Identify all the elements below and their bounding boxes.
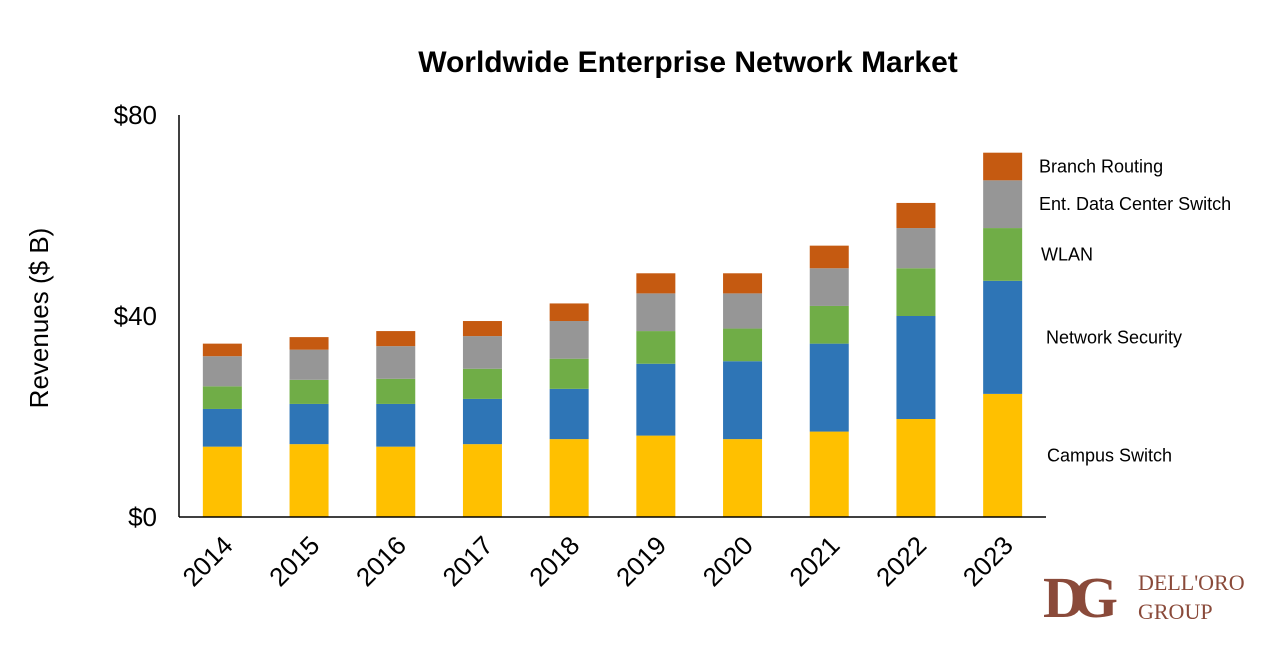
bar-segment-campus-switch-2020 [723, 439, 763, 517]
y-tick-label: $0 [128, 502, 157, 532]
bar-segment-network-security-2014 [202, 408, 242, 447]
bar-segment-branch-routing-2018 [549, 303, 589, 322]
bar-segment-wlan-2020 [723, 328, 763, 362]
bar-segment-campus-switch-2023 [983, 393, 1023, 517]
bar-segment-wlan-2022 [896, 268, 936, 316]
bar-segment-branch-routing-2022 [896, 202, 936, 229]
x-tick-label: 2016 [350, 530, 412, 592]
bar-segment-branch-routing-2016 [376, 331, 416, 347]
logo-mark-icon: DG [1043, 565, 1117, 630]
y-tick-label: $40 [114, 301, 157, 331]
bar-segment-branch-routing-2023 [983, 152, 1023, 181]
bar-segment-campus-switch-2019 [636, 435, 676, 517]
bar-segment-campus-switch-2022 [896, 419, 936, 517]
x-tick-label: 2014 [176, 530, 238, 592]
logo-line1: DELL'ORO [1138, 570, 1245, 595]
x-tick-label: 2021 [783, 530, 845, 592]
x-tick-label: 2020 [697, 530, 759, 592]
bar-segment-ent-data-center-switch-2022 [896, 228, 936, 269]
bar-segment-wlan-2023 [983, 228, 1023, 281]
bar-segment-network-security-2022 [896, 316, 936, 420]
bar-segment-network-security-2018 [549, 388, 589, 440]
bar-segment-wlan-2014 [202, 386, 242, 409]
bar-segment-branch-routing-2019 [636, 273, 676, 294]
bar-segment-branch-routing-2014 [202, 343, 242, 357]
bar-segment-campus-switch-2016 [376, 446, 416, 517]
bar-segment-wlan-2016 [376, 378, 416, 404]
x-tick-label: 2022 [870, 530, 932, 592]
bar-segment-wlan-2018 [549, 358, 589, 389]
y-tick-label: $80 [114, 100, 157, 130]
logo-line2: GROUP [1138, 599, 1213, 624]
y-axis-ticks: $0 $40 $80 [114, 100, 157, 532]
bar-segment-campus-switch-2017 [462, 444, 502, 517]
chart-title: Worldwide Enterprise Network Market [418, 46, 958, 79]
bar-segment-ent-data-center-switch-2017 [462, 336, 502, 369]
bar-segment-wlan-2021 [809, 305, 849, 344]
x-tick-label: 2018 [523, 530, 585, 592]
bar-segment-network-security-2021 [809, 343, 849, 432]
bar-segment-wlan-2019 [636, 331, 676, 364]
bar-segment-branch-routing-2020 [723, 273, 763, 294]
bar-segment-network-security-2020 [723, 361, 763, 440]
legend-item-ent-data-center-switch: Ent. Data Center Switch [1039, 194, 1231, 214]
bar-segment-ent-data-center-switch-2023 [983, 180, 1023, 229]
legend-item-wlan: WLAN [1041, 244, 1093, 264]
x-tick-label: 2015 [263, 530, 325, 592]
x-tick-label: 2019 [610, 530, 672, 592]
x-tick-label: 2023 [957, 530, 1019, 592]
bar-segment-network-security-2016 [376, 403, 416, 447]
legend-item-network-security: Network Security [1046, 327, 1182, 347]
bar-segment-ent-data-center-switch-2019 [636, 293, 676, 332]
bar-segment-ent-data-center-switch-2015 [289, 349, 329, 380]
legend-item-branch-routing: Branch Routing [1039, 157, 1163, 177]
legend-item-campus-switch: Campus Switch [1047, 445, 1172, 465]
bar-segment-ent-data-center-switch-2014 [202, 356, 242, 387]
bar-segment-ent-data-center-switch-2020 [723, 293, 763, 329]
bar-segment-campus-switch-2021 [809, 431, 849, 517]
bar-segment-ent-data-center-switch-2016 [376, 346, 416, 379]
bar-segment-network-security-2017 [462, 398, 502, 445]
bar-segment-branch-routing-2015 [289, 337, 329, 350]
bars [202, 152, 1023, 517]
y-axis-label: Revenues ($ B) [24, 228, 54, 409]
dell-oro-group-logo: DG DELL'ORO GROUP [1043, 565, 1245, 630]
bar-segment-network-security-2023 [983, 280, 1023, 394]
x-tick-label: 2017 [437, 530, 499, 592]
bar-segment-network-security-2015 [289, 403, 329, 445]
bar-segment-wlan-2017 [462, 368, 502, 399]
legend: Campus Switch Network Security WLAN Ent. Da… [1039, 157, 1231, 466]
bar-segment-campus-switch-2014 [202, 446, 242, 517]
bar-segment-ent-data-center-switch-2018 [549, 321, 589, 359]
bar-segment-branch-routing-2017 [462, 321, 502, 337]
bar-segment-campus-switch-2015 [289, 444, 329, 517]
bar-segment-network-security-2019 [636, 363, 676, 436]
x-axis-ticks: 2014 2015 2016 2017 2018 2019 2020 2021 2022 2023 [176, 530, 1018, 592]
bar-segment-campus-switch-2018 [549, 439, 589, 517]
bar-segment-wlan-2015 [289, 379, 329, 404]
bar-segment-ent-data-center-switch-2021 [809, 268, 849, 306]
bar-segment-branch-routing-2021 [809, 245, 849, 269]
